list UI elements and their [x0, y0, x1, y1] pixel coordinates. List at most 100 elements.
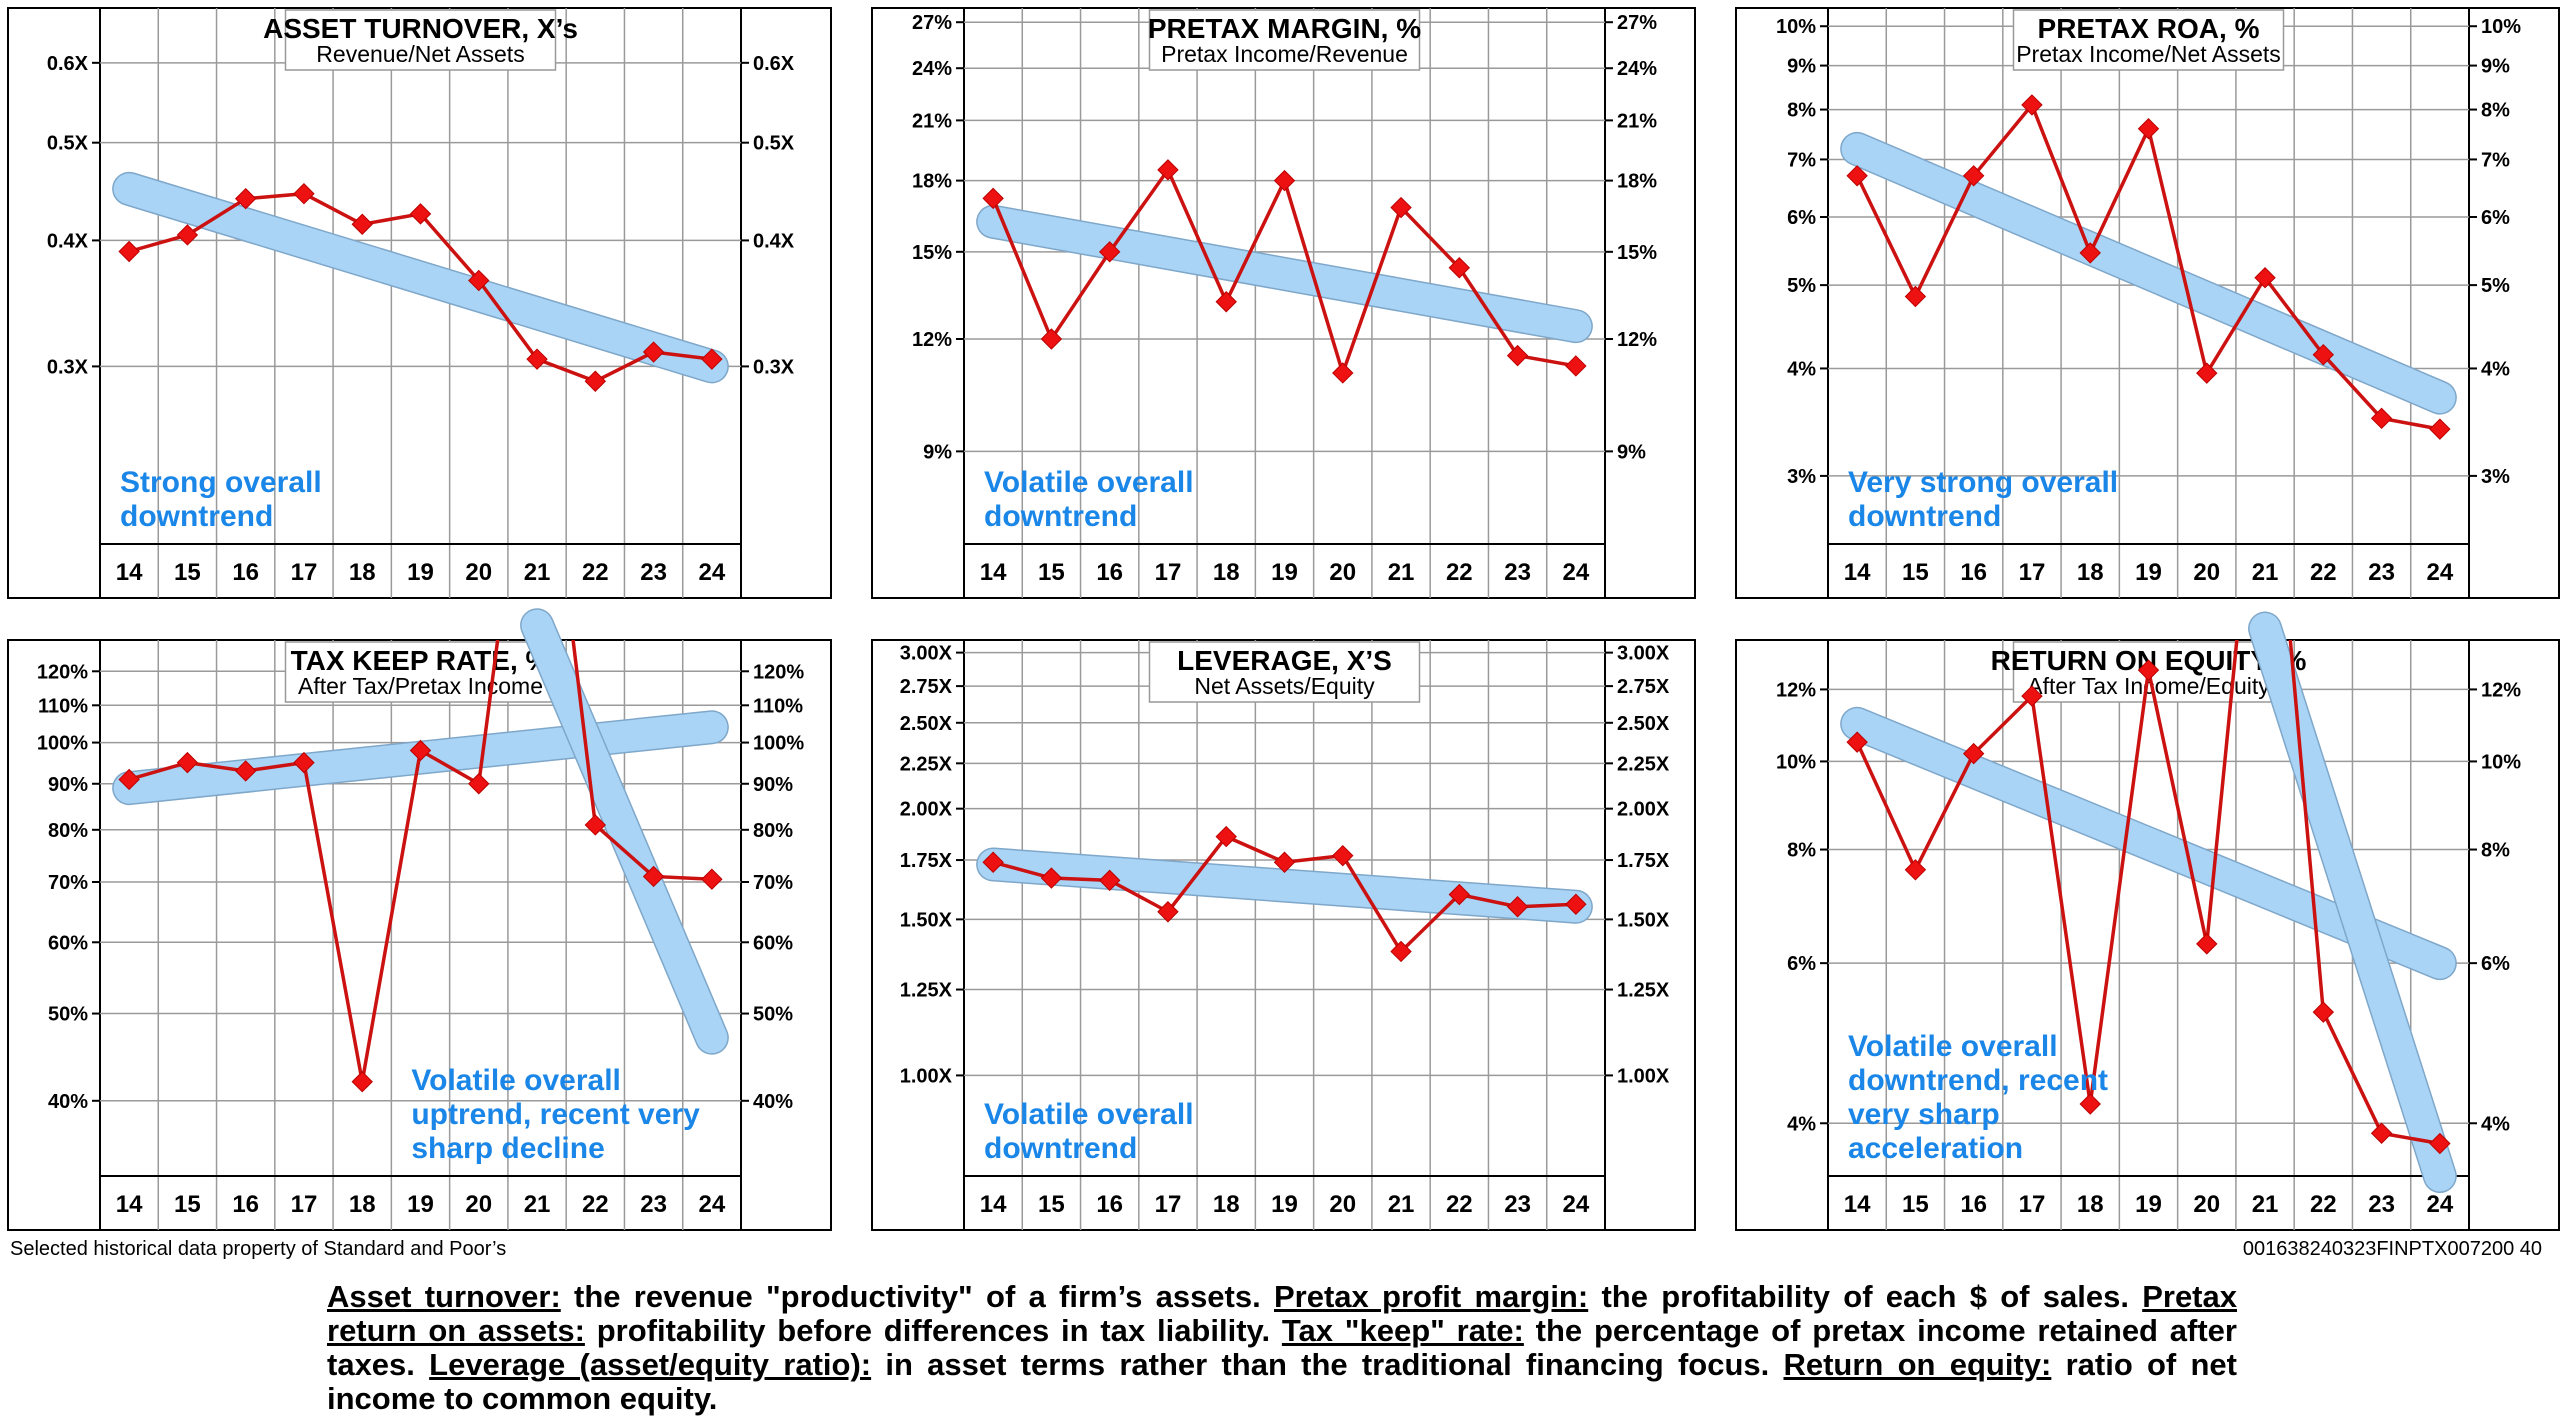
y-tick-label-left: 2.00X — [900, 799, 953, 821]
y-tick-label-right: 3% — [2481, 466, 2510, 488]
x-tick-label: 20 — [2193, 559, 2220, 586]
x-tick-label: 22 — [2310, 1191, 2337, 1218]
x-tick-label: 17 — [291, 559, 318, 586]
x-tick-label: 23 — [2368, 1191, 2395, 1218]
x-tick-label: 24 — [2427, 559, 2454, 586]
data-point-marker — [1098, 869, 1121, 892]
x-tick-label: 22 — [1446, 1191, 1473, 1218]
annotation-text: Volatile overall — [984, 466, 1194, 499]
y-tick-label-right: 8% — [2481, 840, 2510, 862]
y-tick-label-right: 1.25X — [1617, 980, 1670, 1002]
y-tick-label-left: 3% — [1787, 466, 1816, 488]
chart-title: ASSET TURNOVER, X’s — [263, 13, 578, 44]
x-tick-label: 18 — [349, 1191, 376, 1218]
data-point-marker — [1904, 285, 1927, 308]
x-tick-label: 14 — [116, 559, 143, 586]
chart-panel: 27% 27% 24% 24% 21% 21% 18% 18% 15% 15% 12% 12% 9% 9%… — [871, 7, 1696, 599]
data-point-marker — [2429, 418, 2451, 440]
x-tick-label: 15 — [1038, 559, 1065, 586]
chart-title: LEVERAGE, X’S — [1177, 645, 1392, 676]
y-tick-label-right: 1.75X — [1617, 850, 1670, 872]
trend-band — [1841, 133, 2456, 414]
y-tick-label-right: 4% — [2481, 1113, 2510, 1135]
y-tick-label-left: 2.50X — [900, 713, 953, 735]
y-tick-label-left: 3.00X — [900, 643, 953, 665]
x-tick-label: 23 — [1504, 559, 1531, 586]
data-point-marker — [2079, 242, 2101, 264]
data-point-marker — [2254, 267, 2276, 289]
x-tick-label: 16 — [1960, 1191, 1987, 1218]
source-credit: Selected historical data property of Sta… — [10, 1238, 507, 1260]
chart-panel: 12% 12% 10% 10% 8% 8% 6% 6% 4% 4% 14 15 16 17 18 19 20 21… — [1735, 611, 2560, 1231]
x-tick-label: 19 — [2135, 559, 2162, 586]
y-tick-label-right: 2.25X — [1617, 753, 1670, 775]
series-group — [982, 159, 1587, 384]
annotation-text: downtrend — [1848, 500, 2001, 533]
definition-text: ratio of net income to common equity. — [327, 1347, 2237, 1416]
x-tick-label: 14 — [980, 559, 1007, 586]
annotation-text: downtrend — [120, 500, 273, 533]
chart-frame — [7, 7, 832, 599]
definition-text: profitability before differences in tax … — [584, 1313, 1282, 1348]
data-point-marker — [2370, 1122, 2393, 1144]
y-tick-label-right: 0.6X — [753, 53, 795, 75]
data-point-marker — [642, 341, 665, 363]
y-tick-label-right: 8% — [2481, 100, 2510, 122]
data-point-marker — [1390, 196, 1412, 219]
x-tick-label: 21 — [1388, 1191, 1415, 1218]
y-tick-label-right: 2.75X — [1617, 676, 1670, 698]
data-point-marker — [2021, 685, 2043, 707]
y-tick-label-right: 6% — [2481, 953, 2510, 975]
x-tick-label: 18 — [1213, 559, 1240, 586]
y-tick-label-right: 9% — [2481, 56, 2510, 78]
data-point-marker — [1506, 896, 1529, 918]
y-tick-label-left: 0.4X — [47, 230, 89, 252]
y-tick-label-left: 2.25X — [900, 753, 953, 775]
y-tick-label-left: 90% — [48, 774, 88, 796]
series-group — [118, 640, 723, 1093]
data-point-marker — [234, 187, 257, 210]
y-tick-label-left: 70% — [48, 872, 88, 894]
data-point-marker — [982, 851, 1004, 873]
x-tick-label: 22 — [582, 559, 609, 586]
data-point-marker — [1332, 844, 1354, 867]
y-tick-label-right: 4% — [2481, 358, 2510, 380]
chart-frame — [871, 7, 1696, 599]
annotation-text: downtrend — [984, 1132, 1137, 1165]
annotation-text: Very strong overall — [1848, 466, 2118, 499]
data-point-marker — [2370, 407, 2393, 430]
data-point-marker — [409, 739, 432, 762]
x-tick-label: 15 — [1038, 1191, 1065, 1218]
x-tick-label: 18 — [349, 559, 376, 586]
x-tick-label: 15 — [174, 1191, 201, 1218]
data-point-marker — [701, 868, 723, 890]
title-box — [2012, 9, 2285, 71]
y-tick-label-left: 12% — [912, 329, 952, 351]
x-tick-label: 20 — [1329, 1191, 1356, 1218]
data-point-marker — [2429, 1132, 2451, 1155]
annotation-text: Strong overall — [120, 466, 322, 499]
y-tick-label-left: 1.00X — [900, 1065, 953, 1087]
y-tick-label-right: 6% — [2481, 207, 2510, 229]
y-tick-label-left: 21% — [912, 110, 952, 132]
definition-term: Pretax return on assets: — [327, 1279, 2237, 1348]
y-tick-label-left: 6% — [1787, 953, 1816, 975]
x-tick-label: 20 — [465, 559, 492, 586]
data-point-marker — [2137, 118, 2160, 140]
y-tick-label-left: 15% — [912, 242, 952, 264]
y-tick-label-left: 1.75X — [900, 850, 953, 872]
y-tick-label-right: 10% — [2481, 16, 2521, 38]
y-tick-label-left: 0.6X — [47, 53, 89, 75]
y-tick-label-left: 10% — [1776, 16, 1816, 38]
y-tick-label-right: 3.00X — [1617, 643, 1670, 665]
series-group — [118, 183, 723, 392]
y-tick-label-left: 27% — [912, 12, 952, 34]
y-tick-label-right: 0.3X — [753, 356, 795, 378]
data-point-marker — [1565, 893, 1587, 915]
x-tick-label: 22 — [582, 1191, 609, 1218]
data-point-marker — [176, 751, 199, 774]
chart-subtitle: After Tax/Pretax Income — [298, 673, 543, 699]
chart-subtitle: Net Assets/Equity — [1194, 673, 1375, 699]
trend-band — [2249, 613, 2456, 1192]
